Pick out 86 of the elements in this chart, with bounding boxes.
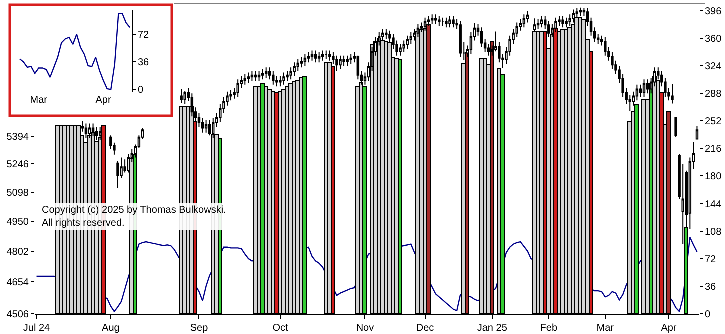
y-tick-label: 5246	[6, 160, 30, 171]
candlestick	[410, 32, 413, 45]
candlestick	[318, 52, 321, 64]
candlestick	[184, 90, 186, 105]
candlestick	[674, 116, 678, 138]
x-tick-label: Sep	[190, 323, 209, 334]
candlestick	[346, 55, 349, 66]
y-tick-label: 4654	[6, 278, 30, 289]
line-series	[19, 13, 131, 90]
candlestick	[247, 72, 250, 84]
candlestick	[385, 28, 388, 40]
candlestick	[244, 74, 247, 86]
x-tick-label: Mar	[596, 323, 615, 334]
y2-tick-label: 396	[705, 6, 722, 18]
candlestick	[522, 14, 526, 28]
candlestick	[204, 120, 208, 134]
candlestick	[339, 55, 342, 70]
x-tick-label: Feb	[540, 323, 558, 334]
y-tick-label: 0	[138, 85, 144, 96]
annotation: Copyright (c) 2025 by Thomas Bulkowski. All rights reserved.	[42, 205, 226, 229]
y-tick-label: 4950	[6, 216, 30, 228]
y2-tick-label: 252	[705, 116, 722, 128]
x-tick-label: Apr	[661, 323, 678, 334]
candlestick	[325, 50, 328, 60]
candlestick	[279, 76, 282, 88]
y2-tick-label: 108	[705, 226, 722, 238]
candlestick	[526, 10, 530, 24]
candlestick	[304, 54, 307, 66]
x-tick-label: Jan 25	[477, 323, 508, 334]
candlestick	[300, 57, 304, 68]
candlestick	[459, 20, 462, 58]
candlestick	[264, 67, 268, 78]
candlestick	[696, 126, 699, 140]
candlestick	[261, 68, 264, 80]
candlestick	[307, 52, 310, 64]
candlestick	[286, 70, 289, 82]
x-tick-label: Dec	[416, 323, 434, 334]
x-tick-label: Aug	[102, 323, 120, 334]
candlestick	[272, 70, 275, 86]
y-tick-label: 72	[138, 30, 150, 42]
x-tick-label: Mar	[30, 95, 48, 106]
candlestick	[282, 72, 286, 86]
y2-tick-label: 216	[705, 144, 722, 156]
x-tick-label: Apr	[96, 95, 112, 106]
candlestick	[671, 84, 674, 104]
y-tick-label: 5098	[6, 188, 30, 199]
candlestick	[445, 17, 448, 28]
candlestick	[442, 17, 444, 26]
candlestick	[434, 14, 438, 25]
candlestick	[406, 35, 409, 50]
y-tick-label: 36	[138, 58, 150, 69]
y2-tick-label: 180	[705, 172, 722, 183]
x-tick-label: Nov	[356, 323, 374, 334]
candlestick	[642, 79, 646, 98]
candlestick	[254, 70, 258, 82]
candlestick	[258, 70, 261, 82]
y2-tick-label: 72	[705, 254, 717, 266]
candlestick	[314, 50, 318, 64]
y2-tick-label: 0	[705, 310, 711, 320]
candlestick	[116, 160, 120, 189]
candlestick	[402, 40, 406, 53]
y-tick-label: 4506	[6, 310, 30, 320]
y-tick-label: 5394	[6, 132, 30, 144]
candlestick	[342, 55, 346, 66]
y2-tick-label: 144	[705, 199, 722, 210]
y-tick-label: 4802	[6, 246, 30, 258]
candlestick	[452, 16, 455, 28]
candlestick	[536, 18, 540, 30]
y2-tick-label: 360	[705, 34, 722, 45]
candlestick	[180, 88, 183, 104]
candlestick	[296, 58, 300, 72]
candlestick	[350, 54, 352, 65]
x-tick-label: Jul 24	[23, 323, 51, 334]
y2-tick-label: 324	[705, 62, 722, 72]
candlestick	[250, 70, 254, 82]
y2-tick-label: 288	[705, 89, 722, 100]
candlestick	[293, 62, 296, 77]
y2-tick-label: 36	[705, 282, 717, 293]
candlestick	[236, 79, 240, 98]
candlestick	[540, 16, 544, 28]
x-tick-label: Oct	[272, 323, 288, 334]
candlestick	[321, 50, 324, 62]
candlestick	[438, 16, 441, 26]
candlestick	[399, 44, 402, 56]
candlestick	[448, 16, 452, 28]
candlestick	[310, 50, 314, 62]
